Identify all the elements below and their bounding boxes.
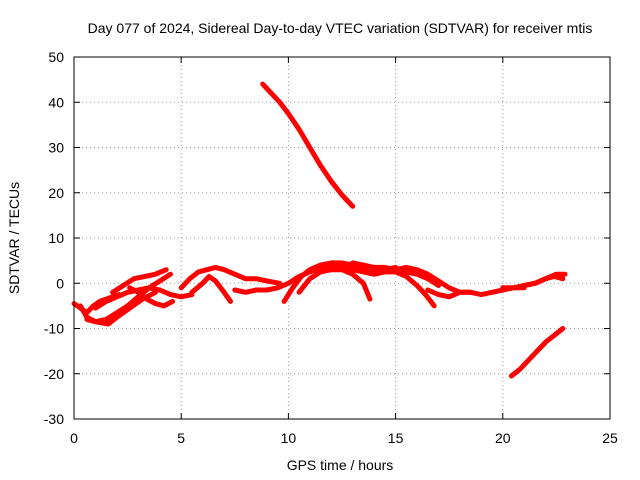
series-line-arc-g — [178, 264, 283, 291]
series-line-arc-d — [92, 285, 195, 311]
x-axis-title: GPS time / hours — [287, 457, 394, 473]
x-tick-label: 0 — [70, 430, 78, 446]
series-line-arc-h — [189, 274, 233, 304]
x-tick-label: 15 — [388, 430, 404, 446]
y-tick-label: 10 — [48, 230, 64, 246]
x-tick-label: 5 — [177, 430, 185, 446]
y-tick-label: 0 — [56, 275, 64, 291]
chart-title: Day 077 of 2024, Sidereal Day-to-day VTE… — [88, 20, 593, 36]
x-tick-label: 10 — [281, 430, 297, 446]
y-axis-title: SDTVAR / TECUs — [6, 182, 22, 294]
chart-grid — [74, 57, 610, 419]
chart-series — [71, 81, 568, 379]
x-axis-tick-labels: 0 5 10 15 20 25 — [70, 430, 618, 446]
y-axis-tick-labels: -30 -20 -10 0 10 20 30 40 50 — [44, 49, 64, 427]
series-line-arc-k — [296, 267, 373, 302]
y-tick-label: 40 — [48, 94, 64, 110]
y-tick-label: 50 — [48, 49, 64, 65]
series-line-arc-c — [84, 289, 158, 327]
y-tick-label: -30 — [44, 411, 64, 427]
x-tick-label: 20 — [495, 430, 511, 446]
series-line-arc-f — [127, 285, 176, 309]
y-tick-label: -10 — [44, 321, 64, 337]
x-tick-label: 25 — [602, 430, 618, 446]
series-line-arc-r — [260, 81, 356, 209]
y-tick-label: 30 — [48, 140, 64, 156]
series-line-arc-e — [110, 267, 169, 295]
series-line-arc-s — [508, 326, 566, 379]
series-line-arc-q — [521, 274, 566, 288]
y-tick-label: 20 — [48, 185, 64, 201]
y-tick-label: -20 — [44, 366, 64, 382]
series-line-arc-m — [371, 269, 437, 309]
axis-ticks — [73, 56, 611, 420]
